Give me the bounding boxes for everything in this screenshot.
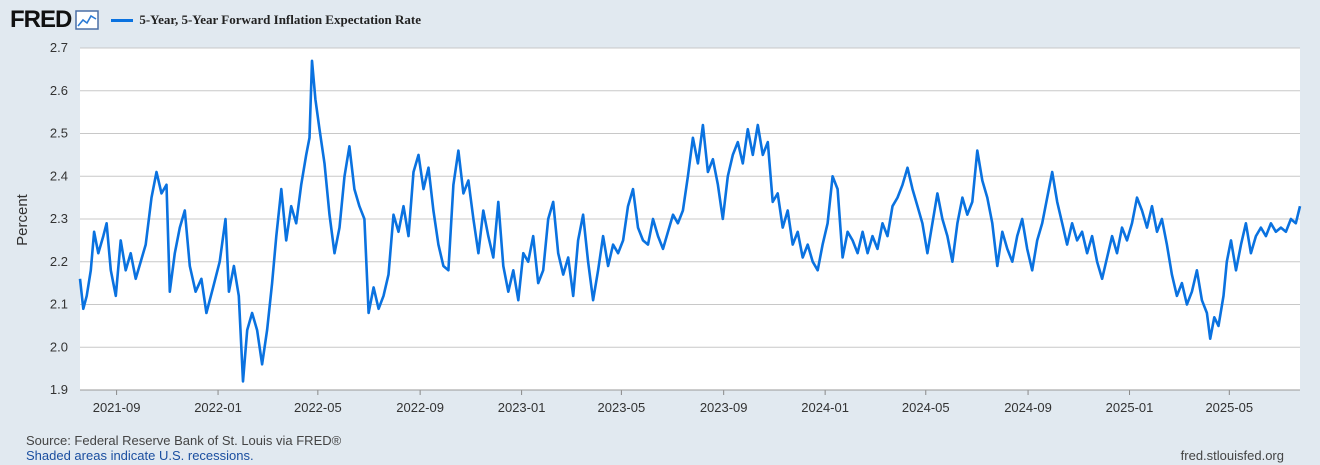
x-tick-label: 2023-09 [700,400,748,415]
y-tick-label: 1.9 [50,382,68,397]
x-tick-label: 2022-01 [194,400,242,415]
y-axis-title: Percent [14,193,31,246]
x-tick-label: 2021-09 [93,400,141,415]
x-tick-label: 2022-05 [294,400,342,415]
y-tick-label: 2.2 [50,254,68,269]
site-url[interactable]: fred.stlouisfed.org [1180,448,1284,463]
x-tick-label: 2024-01 [801,400,849,415]
chart-legend: 5-Year, 5-Year Forward Inflation Expecta… [111,12,421,28]
series-line[interactable] [78,59,1302,383]
legend-label: 5-Year, 5-Year Forward Inflation Expecta… [139,12,421,27]
y-tick-label: 2.0 [50,339,68,354]
y-tick-label: 2.3 [50,211,68,226]
chart-line-icon [75,10,100,30]
recession-note[interactable]: Shaded areas indicate U.S. recessions. [26,448,254,463]
x-tick-label: 2025-01 [1106,400,1154,415]
y-tick-label: 2.5 [50,126,68,141]
y-axis-ticks: 1.9 2.0 2.1 2.2 2.3 2.4 2.5 2.6 2.7 [50,40,68,397]
x-tick-label: 2024-05 [902,400,950,415]
x-tick-label: 2024-09 [1004,400,1052,415]
x-tick-label: 2022-09 [396,400,444,415]
chart-header: FRED 5-Year, 5-Year Forward Inflation Ex… [10,6,421,34]
x-tick-label: 2023-01 [498,400,546,415]
source-note: Source: Federal Reserve Bank of St. Loui… [26,433,342,448]
x-tick-label: 2025-05 [1205,400,1253,415]
x-axis-ticks: 2021-09 2022-01 2022-05 2022-09 2023-01 2023-… [80,389,1300,415]
x-tick-label: 2023-05 [598,400,646,415]
y-tick-label: 2.7 [50,40,68,55]
y-tick-label: 2.1 [50,297,68,312]
y-tick-label: 2.6 [50,83,68,98]
y-tick-label: 2.4 [50,168,68,183]
legend-swatch [111,18,134,22]
fred-logo[interactable]: FRED [10,6,72,33]
